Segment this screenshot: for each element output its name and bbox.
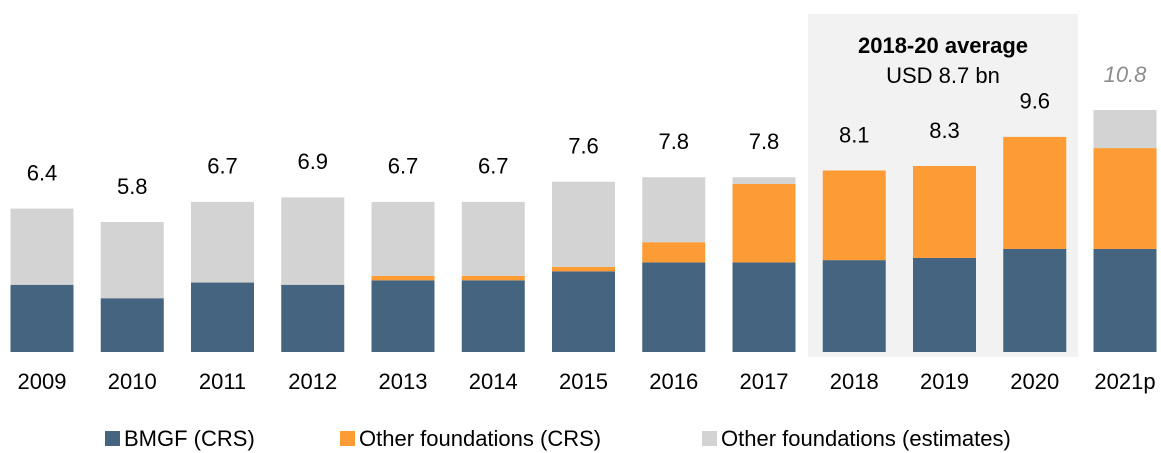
bar-segment [552,271,615,352]
bar-segment [281,197,345,285]
bar-segment [732,183,796,263]
total-label: 6.9 [297,149,328,174]
x-tick-label: 2012 [288,369,337,394]
total-label: 5.8 [117,174,148,199]
total-label: 7.6 [568,134,599,159]
bar-segment [100,222,164,299]
x-tick-label: 2016 [649,369,698,394]
x-tick-label: 2014 [469,369,518,394]
bar-segment [822,260,886,352]
x-tick-label: 2018 [830,369,879,394]
bar-segment [371,280,435,352]
bar-segment [461,201,525,276]
legend-label: Other foundations (CRS) [359,426,601,451]
bar-segment [461,275,525,281]
total-label: 10.8 [1104,62,1148,87]
annotation-subtitle: USD 8.7 bn [886,63,1000,88]
total-label: 6.7 [478,154,509,179]
bar-segment [552,181,615,267]
legend-label: BMGF (CRS) [124,426,255,451]
bar-segment [913,166,976,258]
bar-segment [732,177,796,184]
total-label: 6.7 [207,154,238,179]
x-tick-label: 2021p [1094,369,1155,394]
bar-segment [281,284,345,352]
bar-segment [642,262,706,352]
x-tick-label: 2017 [740,369,789,394]
bar-segment [10,208,74,285]
bar-segment [461,280,525,352]
bar-segment [371,275,435,281]
total-label: 7.8 [749,129,780,154]
annotation-title: 2018-20 average [858,33,1028,58]
legend-swatch [105,431,120,446]
total-label: 6.4 [27,160,58,185]
bar-segment [371,201,435,276]
bar-segment [1003,136,1067,249]
x-tick-label: 2010 [108,369,157,394]
bar-segment [191,282,254,352]
bar-segment [1093,148,1157,249]
bar-segment [732,262,796,352]
x-tick-label: 2011 [199,369,246,394]
bar-segment [642,242,706,263]
bar-segment [552,266,615,272]
legend-swatch [702,431,717,446]
total-label: 9.6 [1019,89,1050,114]
legend-swatch [340,431,355,446]
x-tick-label: 2009 [18,369,67,394]
total-label: 6.7 [388,154,419,179]
bar-segment [1093,110,1157,149]
bar-segment [822,170,886,261]
bar-segment [191,201,254,283]
bar-segment [1003,248,1067,352]
bar-segment [1093,248,1157,352]
x-tick-label: 2020 [1010,369,1059,394]
bar-segment [642,177,706,243]
x-tick-label: 2015 [559,369,608,394]
x-tick-label: 2019 [920,369,969,394]
total-label: 8.3 [929,118,960,143]
x-tick-label: 2013 [379,369,428,394]
legend-label: Other foundations (estimates) [721,426,1011,451]
bar-segment [913,257,976,352]
bar-segment [10,284,74,352]
total-label: 7.8 [658,129,689,154]
total-label: 8.1 [839,122,870,147]
bar-segment [100,298,164,352]
